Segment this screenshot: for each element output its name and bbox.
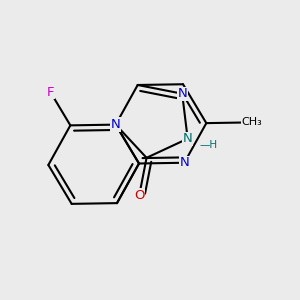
Text: —H: —H: [200, 140, 217, 150]
Text: N: N: [179, 156, 189, 169]
Text: O: O: [134, 189, 144, 202]
Text: N: N: [183, 132, 193, 145]
Text: F: F: [47, 86, 54, 99]
Text: CH₃: CH₃: [241, 117, 262, 128]
Text: N: N: [177, 87, 187, 100]
Text: N: N: [111, 118, 121, 131]
